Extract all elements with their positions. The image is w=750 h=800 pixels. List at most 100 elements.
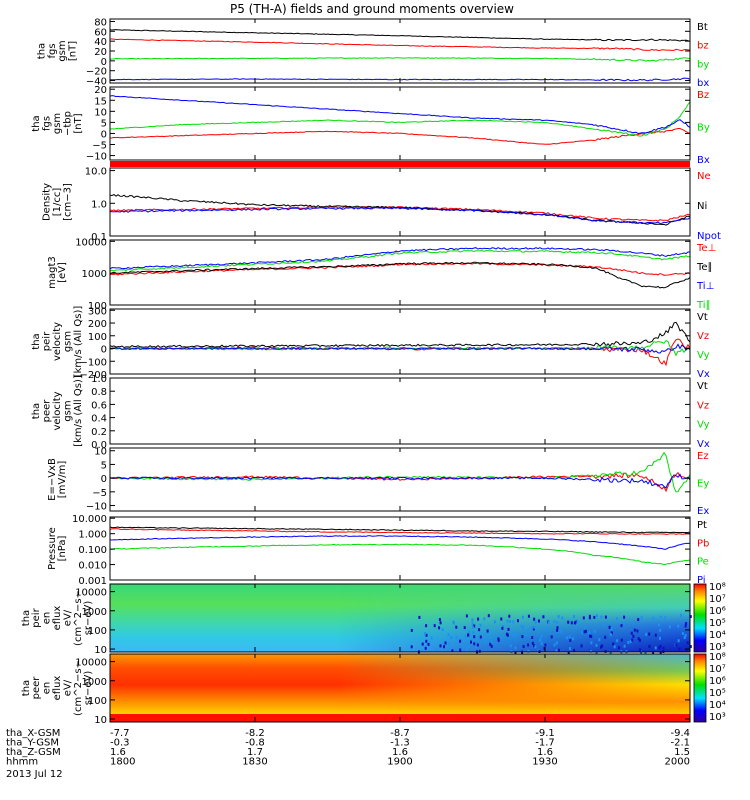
spectrogram-speckle bbox=[449, 647, 452, 651]
spectrogram-speckle bbox=[544, 643, 547, 647]
series-line-Pt bbox=[109, 526, 691, 534]
y-tick-label: 0.010 bbox=[78, 561, 107, 572]
spectrogram-speckle bbox=[584, 629, 587, 633]
spectrogram-speckle bbox=[478, 628, 481, 632]
spectrogram-speckle bbox=[604, 635, 607, 639]
spectrogram-speckle bbox=[540, 642, 543, 646]
y-axis-label: Pressure bbox=[47, 527, 58, 570]
y-axis-label: en bbox=[42, 612, 53, 625]
y-axis-label: E=−VxB bbox=[47, 458, 58, 501]
spectrogram-speckle bbox=[569, 647, 571, 651]
spectrogram-speckle bbox=[632, 634, 635, 638]
orbit-value: -9.1 bbox=[535, 728, 555, 739]
orbit-value: -0.8 bbox=[245, 738, 265, 749]
spectrogram-speckle bbox=[439, 644, 442, 648]
orbit-value: 1930 bbox=[532, 757, 557, 768]
spectrogram-speckle bbox=[485, 640, 488, 644]
spectrogram-speckle bbox=[567, 620, 570, 624]
spectrogram-speckle bbox=[427, 642, 430, 646]
y-tick-label: 0.001 bbox=[78, 576, 107, 587]
spectrogram-speckle bbox=[630, 631, 633, 635]
spectrogram-speckle bbox=[514, 651, 517, 655]
legend-Ne: Ne bbox=[697, 171, 711, 182]
spectrogram-speckle bbox=[608, 625, 611, 629]
spectrogram-speckle bbox=[590, 634, 593, 638]
y-tick-label: 100 bbox=[88, 696, 107, 707]
spectrogram-speckle bbox=[658, 623, 660, 627]
y-tick-label: 10.000 bbox=[72, 514, 107, 525]
spectrogram-speckle bbox=[425, 633, 428, 637]
y-tick-label: 10 bbox=[94, 715, 107, 726]
spectrogram-speckle bbox=[525, 633, 528, 637]
spectrogram-speckle bbox=[583, 625, 586, 629]
spectrogram-speckle bbox=[648, 644, 651, 648]
legend-Vt: Vt bbox=[697, 381, 708, 392]
orbit-value: 1.7 bbox=[247, 747, 263, 758]
series-line-Bx bbox=[109, 95, 691, 135]
spectrogram-speckle bbox=[508, 614, 511, 618]
colorbar-label: 10⁴ bbox=[709, 630, 726, 641]
spectrogram-speckle bbox=[631, 638, 634, 642]
spectrogram-speckle bbox=[652, 616, 655, 620]
y-axis-label: eflux bbox=[52, 676, 63, 701]
spectrogram-speckle bbox=[686, 641, 689, 645]
y-axis-label: tha bbox=[31, 403, 42, 419]
spectrogram-speckle bbox=[530, 626, 533, 630]
spectrogram-speckle bbox=[684, 633, 687, 637]
spectrogram-speckle bbox=[598, 638, 601, 642]
spectrogram-speckle bbox=[509, 644, 512, 648]
spectrogram-speckle bbox=[424, 632, 426, 636]
spectrogram-speckle bbox=[677, 624, 680, 628]
spectrogram-speckle bbox=[512, 620, 515, 624]
spectrogram-speckle bbox=[623, 615, 626, 619]
spectrogram-speckle bbox=[444, 641, 447, 645]
legend-By: By bbox=[697, 123, 710, 134]
spectrogram-speckle bbox=[430, 636, 433, 640]
orbit-value: 1.6 bbox=[392, 747, 408, 758]
spectrogram-speckle bbox=[623, 644, 626, 648]
y-tick-label: 80 bbox=[94, 18, 107, 29]
spectrogram-speckle bbox=[550, 635, 553, 639]
spectrogram-speckle bbox=[546, 626, 549, 630]
spectrogram-speckle bbox=[685, 622, 688, 626]
spectrogram-speckle bbox=[558, 648, 560, 652]
spectrogram-speckle bbox=[527, 643, 530, 647]
panel-pressure: Pt Pb Pe Pi 10.000 1.000 0.100 0.010 0.001 Pressu… bbox=[47, 514, 710, 587]
y-axis-label: [cm−3] bbox=[62, 183, 73, 221]
spectrogram-speckle bbox=[668, 625, 671, 629]
y-axis-label: sr−eV) bbox=[83, 671, 94, 706]
spectrogram-speckle bbox=[556, 621, 559, 624]
spectrogram-speckle bbox=[590, 641, 593, 645]
y-axis-label: [1/cc] bbox=[52, 188, 63, 217]
y-tick-label: 10 bbox=[94, 107, 107, 118]
panel-frame bbox=[109, 86, 691, 161]
spectrogram-speckle bbox=[609, 633, 612, 637]
spectrogram-speckle bbox=[441, 628, 444, 632]
orbit-value: -8.2 bbox=[245, 728, 265, 739]
spectrogram-speckle bbox=[644, 651, 647, 655]
legend-Bz: Bz bbox=[697, 90, 709, 101]
legend-Bt: Bt bbox=[697, 22, 708, 33]
spectrogram-speckle bbox=[615, 617, 618, 620]
y-axis-label: [km/s (All Qs)] bbox=[73, 375, 84, 447]
y-tick-label: 10.0 bbox=[85, 167, 107, 178]
spectrogram-speckle bbox=[659, 628, 662, 632]
spectrogram-speckle bbox=[573, 615, 575, 619]
spectrogram-speckle bbox=[479, 623, 482, 627]
spectrogram-speckle bbox=[506, 619, 509, 623]
y-axis-label: [nT] bbox=[68, 41, 79, 61]
spectrogram-speckle bbox=[636, 629, 639, 633]
date-label: 2013 Jul 12 bbox=[6, 769, 63, 780]
spectrogram-speckle bbox=[522, 625, 525, 629]
y-axis-label: fgs bbox=[42, 116, 53, 131]
spectrogram-speckle bbox=[640, 616, 643, 620]
spectrogram-speckle bbox=[681, 632, 684, 635]
colorbar-label: 10⁷ bbox=[709, 664, 726, 675]
spectrogram-speckle bbox=[470, 640, 472, 644]
y-axis-label: [nPa] bbox=[57, 535, 68, 561]
spectrogram-speckle bbox=[556, 628, 559, 632]
spectrogram-speckle bbox=[652, 651, 655, 655]
spectrogram-speckle bbox=[553, 620, 556, 624]
series-line-Ti∥ bbox=[109, 249, 691, 272]
spectrogram-speckle bbox=[567, 651, 570, 655]
